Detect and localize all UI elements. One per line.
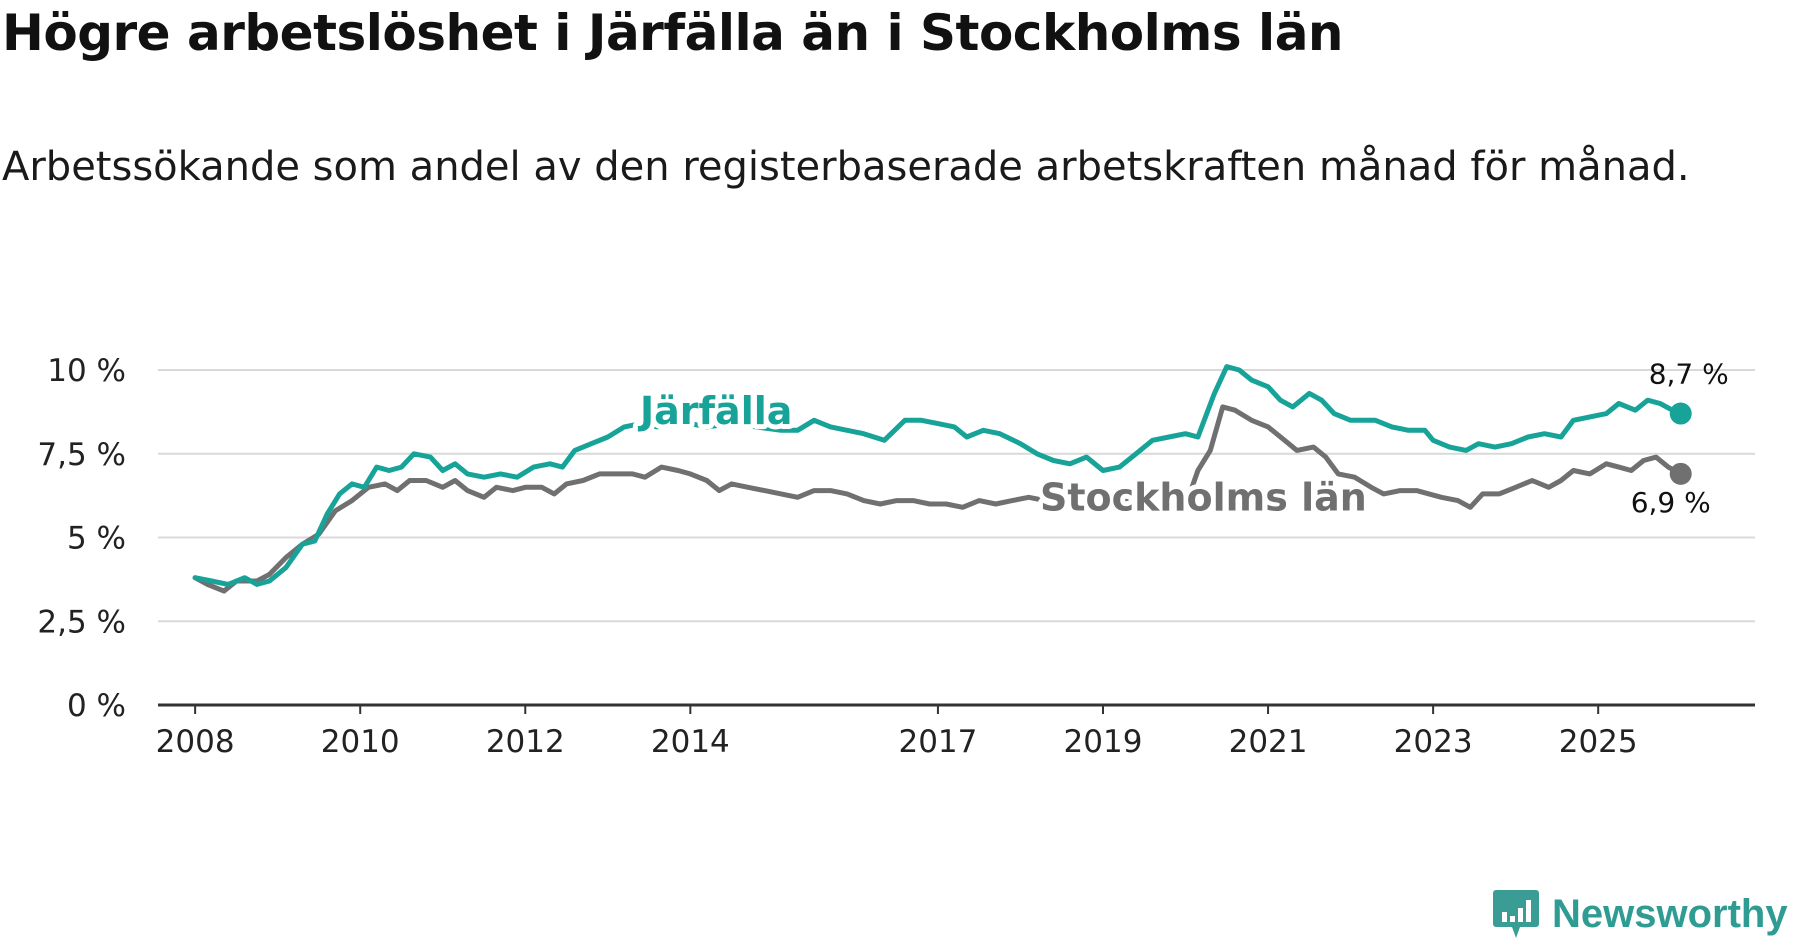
- x-tick-label: 2014: [651, 724, 730, 760]
- x-tick-label: 2021: [1229, 724, 1308, 760]
- brand: Newsworthy: [1492, 888, 1788, 940]
- end-value-jarfalla: 8,7 %: [1649, 358, 1729, 391]
- series-line: [192, 364, 1684, 587]
- series-endpoint: [1669, 462, 1692, 485]
- x-tick-label: 2025: [1559, 724, 1638, 760]
- series-line: [192, 404, 1684, 594]
- y-axis: 0 % 2,5 % 5 % 7,5 % 10 %: [37, 353, 126, 724]
- series-labels: Järfälla Stockholms län 8,7 % 6,9 %: [632, 358, 1729, 525]
- brand-name: Newsworthy: [1552, 891, 1788, 936]
- y-tick-label: 5 %: [67, 521, 126, 557]
- y-tick-label: 10 %: [47, 353, 126, 389]
- x-tick-label: 2010: [321, 724, 400, 760]
- series-endpoint: [1669, 402, 1692, 425]
- chart-subtitle: Arbetssökande som andel av den registerb…: [2, 144, 1690, 190]
- series-label-stockholm: Stockholms län: [1040, 475, 1367, 519]
- y-tick-label: 2,5 %: [37, 604, 126, 640]
- grid: [158, 369, 1755, 623]
- end-value-stockholm: 6,9 %: [1631, 486, 1711, 519]
- x-tick-label: 2019: [1064, 724, 1143, 760]
- x-tick-label: 2017: [898, 724, 977, 760]
- x-axis: 2008 2010 2012 2014 2017 2019 2021 2023 2025: [156, 703, 1755, 760]
- chart-title: Högre arbetslöshet i Järfälla än i Stock…: [2, 4, 1344, 62]
- series-label-jarfalla: Järfälla: [637, 389, 792, 433]
- x-tick-label: 2008: [156, 724, 235, 760]
- y-tick-label: 0 %: [67, 688, 126, 724]
- x-tick-label: 2023: [1394, 724, 1473, 760]
- series-lines: [192, 364, 1692, 594]
- newsworthy-logo-icon: [1493, 890, 1539, 938]
- y-tick-label: 7,5 %: [37, 437, 126, 473]
- x-tick-label: 2012: [486, 724, 565, 760]
